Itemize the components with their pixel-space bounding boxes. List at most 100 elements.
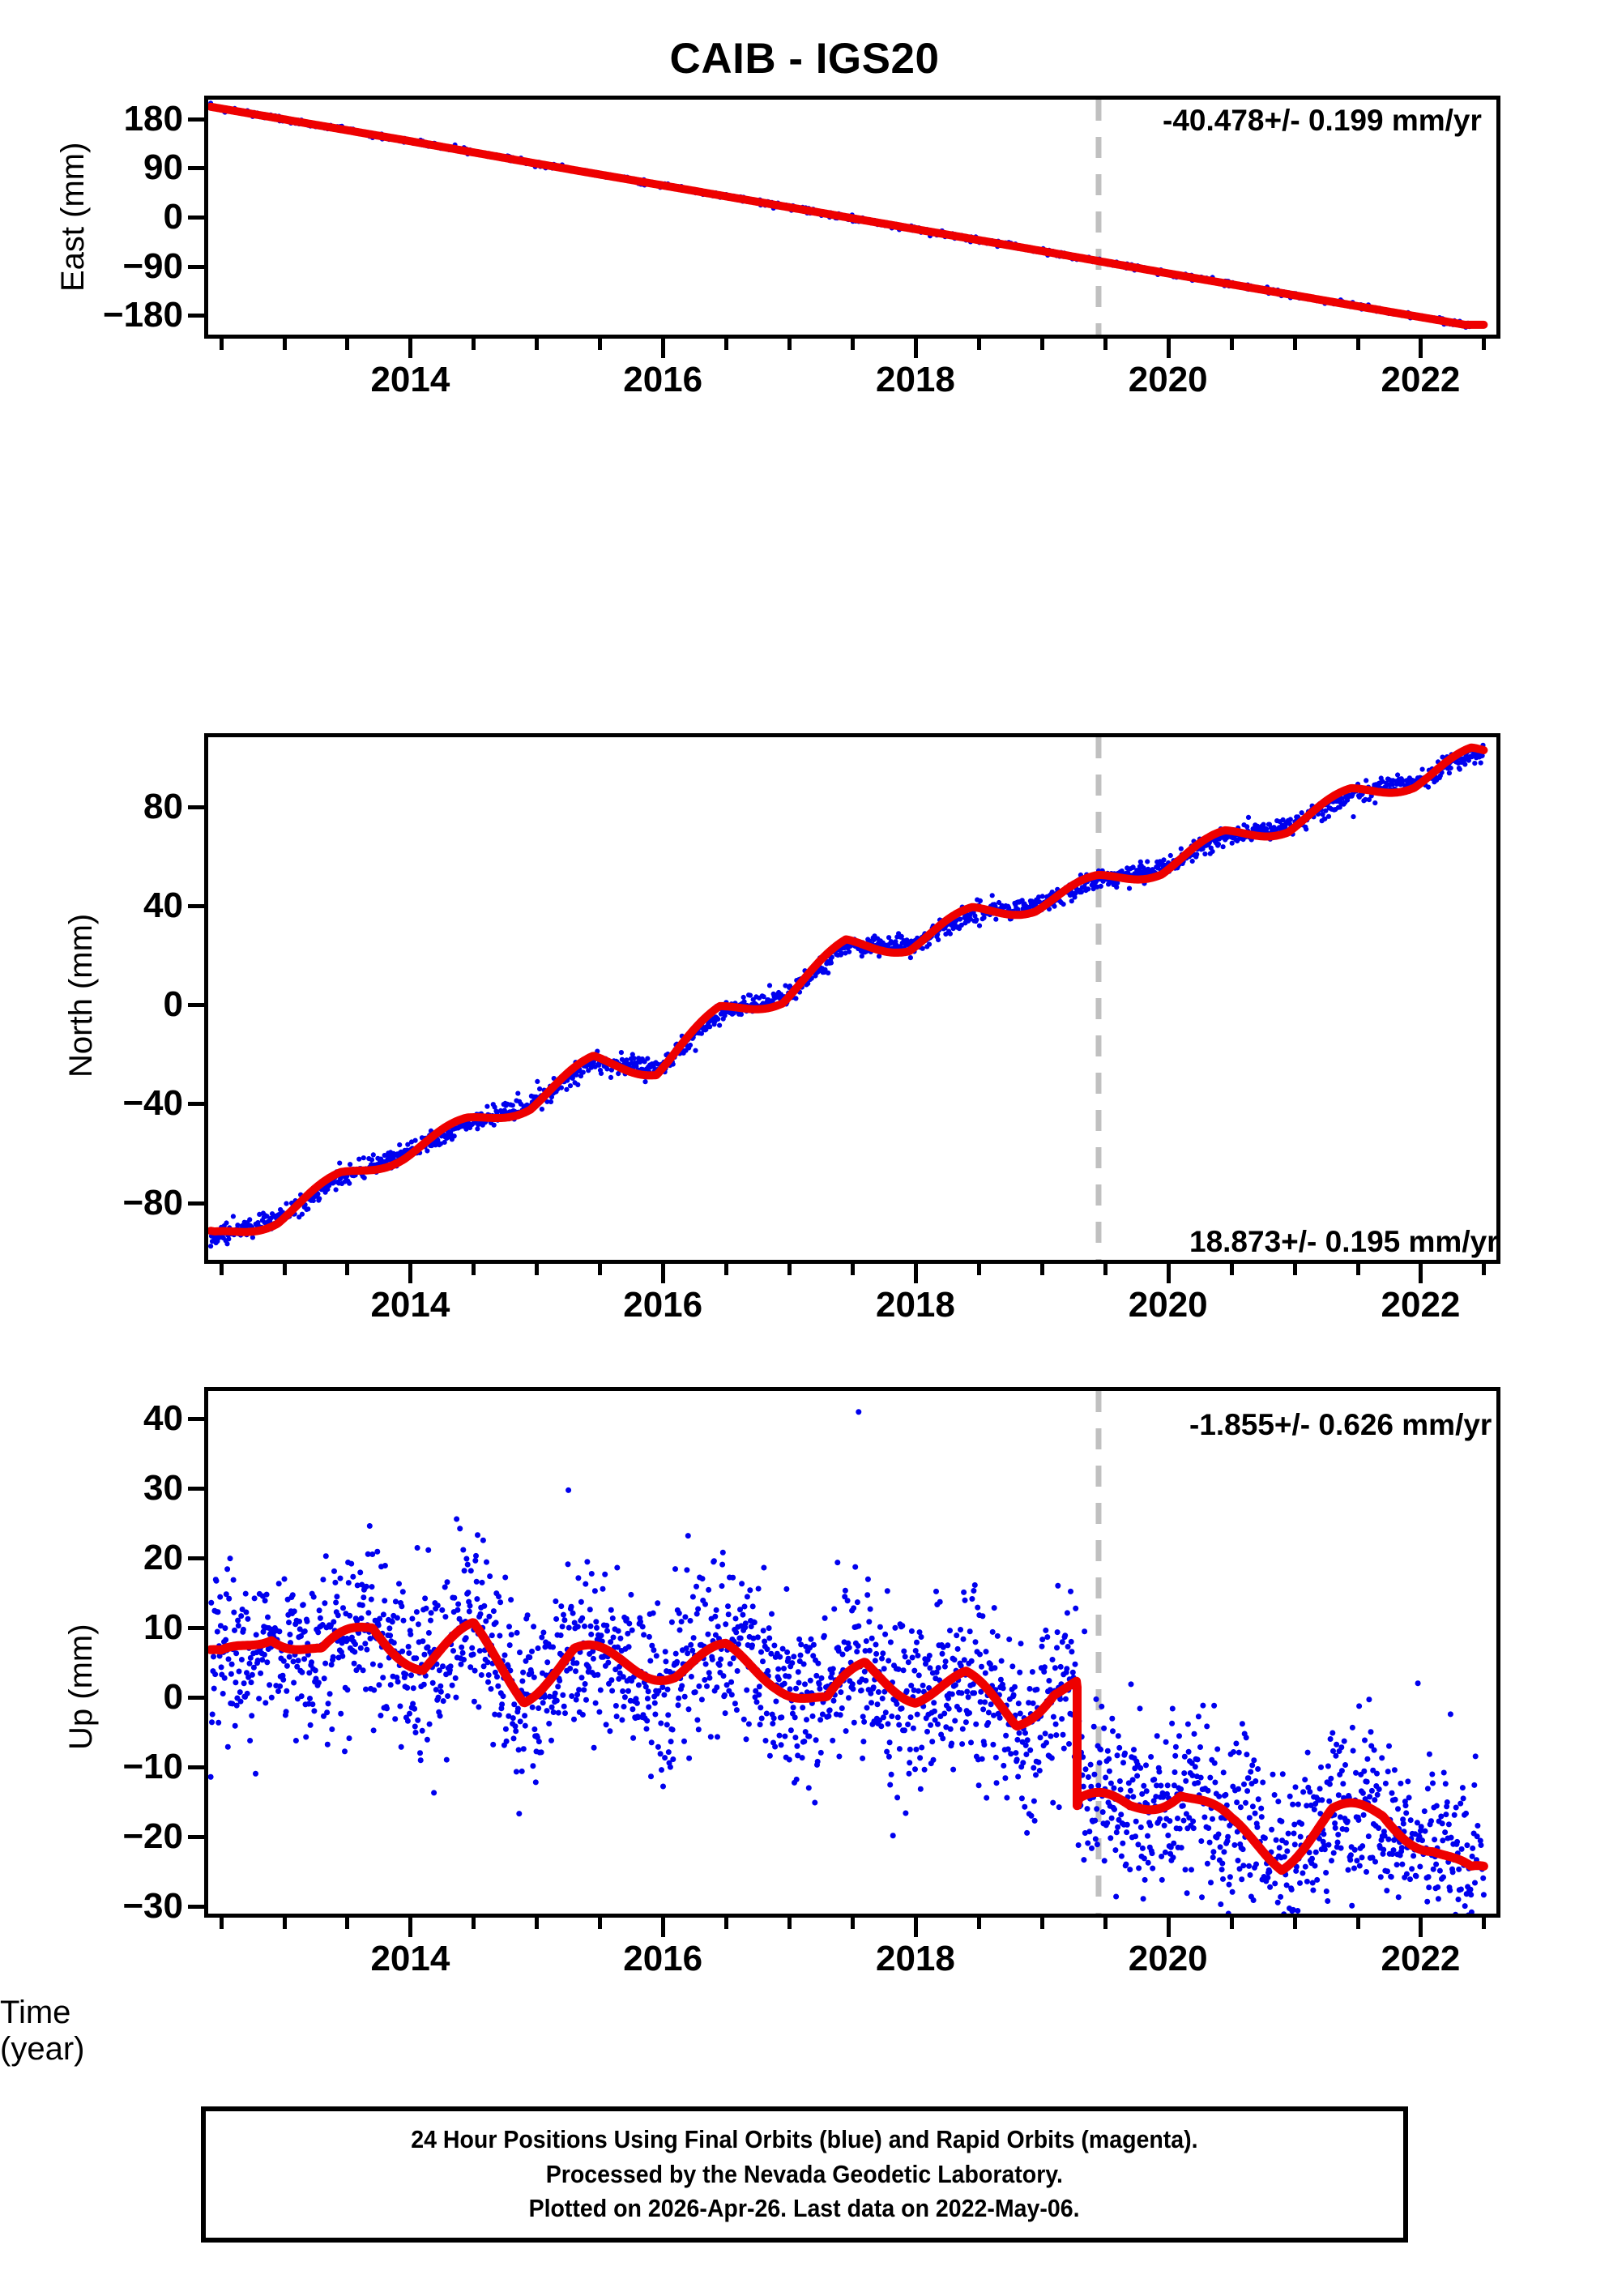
y-tick-mark [188, 1487, 204, 1492]
x-tick-mark [1166, 339, 1171, 358]
x-tick-mark [408, 1918, 413, 1937]
x-tick-label-up-0: 2014 [370, 1939, 450, 1978]
x-minor-tick-mark [598, 1264, 603, 1275]
y-tick-mark [188, 1417, 204, 1422]
y-tick-label-up-5: −10 [122, 1747, 183, 1787]
x-minor-tick-mark [1355, 1918, 1360, 1929]
trend-line-up [208, 1618, 1488, 1876]
y-tick-mark [188, 1003, 204, 1008]
y-tick-mark [188, 216, 204, 220]
x-minor-tick-mark [1229, 1264, 1234, 1275]
plot-frame-east [204, 96, 1500, 339]
y-tick-mark [188, 1696, 204, 1701]
x-tick-mark [408, 339, 413, 358]
x-tick-label-east-3: 2020 [1128, 360, 1208, 399]
y-tick-label-north-1: 40 [143, 885, 183, 925]
x-minor-tick-mark [787, 339, 792, 350]
y-axis-label-up: Up (mm) [63, 1624, 99, 1750]
x-minor-tick-mark [472, 1264, 476, 1275]
x-tick-mark [913, 1264, 918, 1283]
x-tick-mark [1419, 1918, 1423, 1937]
rate-annotation-east: -40.478+/- 0.199 mm/yr [1163, 104, 1482, 137]
x-minor-tick-mark [1482, 1918, 1487, 1929]
x-minor-tick-mark [472, 1918, 476, 1929]
data-points-north [208, 742, 1487, 1249]
x-minor-tick-mark [345, 339, 350, 350]
y-tick-mark [188, 166, 204, 171]
x-tick-label-up-4: 2022 [1381, 1939, 1461, 1978]
y-tick-mark [188, 117, 204, 122]
y-tick-mark [188, 804, 204, 809]
x-minor-tick-mark [535, 1264, 540, 1275]
footer-caption-box: 24 Hour Positions Using Final Orbits (bl… [201, 2106, 1408, 2243]
x-tick-mark [661, 339, 666, 358]
x-tick-label-north-3: 2020 [1128, 1285, 1208, 1325]
y-tick-label-north-2: 0 [163, 984, 183, 1025]
rate-annotation-up: -1.855+/- 0.626 mm/yr [1189, 1408, 1492, 1441]
x-tick-label-north-2: 2018 [875, 1285, 955, 1325]
x-minor-tick-mark [1229, 1918, 1234, 1929]
y-tick-label-east-0: 180 [123, 98, 183, 139]
x-tick-mark [1166, 1264, 1171, 1283]
y-tick-label-up-0: 40 [143, 1398, 183, 1439]
plot-area-up [208, 1391, 1488, 1914]
y-tick-label-east-1: 90 [143, 147, 183, 188]
x-minor-tick-mark [282, 339, 287, 350]
y-tick-label-north-4: −80 [122, 1182, 183, 1223]
x-minor-tick-mark [851, 1264, 855, 1275]
x-tick-label-east-4: 2022 [1381, 360, 1461, 399]
x-minor-tick-mark [724, 1264, 729, 1275]
x-minor-tick-mark [1039, 1918, 1044, 1929]
x-minor-tick-mark [535, 339, 540, 350]
y-tick-mark [188, 1905, 204, 1910]
footer-line-1: 24 Hour Positions Using Final Orbits (bl… [411, 2124, 1198, 2153]
x-minor-tick-mark [976, 339, 981, 350]
y-tick-label-up-4: 0 [163, 1677, 183, 1718]
x-minor-tick-mark [1039, 339, 1044, 350]
x-minor-tick-mark [345, 1918, 350, 1929]
y-tick-label-up-7: −30 [122, 1886, 183, 1927]
x-minor-tick-mark [976, 1918, 981, 1929]
trend-line-north [208, 743, 1488, 1236]
plot-frame-up [204, 1387, 1500, 1918]
x-minor-tick-mark [1355, 1264, 1360, 1275]
y-tick-mark [188, 1835, 204, 1840]
y-tick-label-up-6: −20 [122, 1816, 183, 1857]
x-minor-tick-mark [598, 1918, 603, 1929]
x-tick-mark [408, 1264, 413, 1283]
x-tick-label-up-3: 2020 [1128, 1939, 1208, 1978]
y-tick-label-up-1: 30 [143, 1468, 183, 1509]
plot-area-east [208, 100, 1488, 335]
y-tick-mark [188, 264, 204, 269]
x-minor-tick-mark [1103, 1918, 1108, 1929]
x-minor-tick-mark [1292, 339, 1297, 350]
y-tick-label-up-2: 20 [143, 1538, 183, 1578]
x-minor-tick-mark [282, 1264, 287, 1275]
x-tick-label-north-0: 2014 [370, 1285, 450, 1325]
x-tick-mark [913, 339, 918, 358]
rate-annotation-north: 18.873+/- 0.195 mm/yr [1189, 1225, 1499, 1258]
y-tick-label-north-3: −40 [122, 1083, 183, 1124]
y-tick-mark [188, 1201, 204, 1206]
y-axis-label-north: North (mm) [63, 913, 99, 1078]
x-tick-label-north-1: 2016 [623, 1285, 703, 1325]
x-minor-tick-mark [219, 339, 224, 350]
x-minor-tick-mark [219, 1264, 224, 1275]
y-tick-label-up-3: 10 [143, 1607, 183, 1648]
x-tick-label-north-4: 2022 [1381, 1285, 1461, 1325]
x-tick-label-east-0: 2014 [370, 360, 450, 399]
trend-line-east [208, 102, 1488, 329]
y-tick-label-east-2: 0 [163, 197, 183, 237]
x-minor-tick-mark [1292, 1918, 1297, 1929]
data-points-up [208, 1409, 1487, 1914]
y-tick-label-north-0: 80 [143, 786, 183, 826]
x-tick-label-east-2: 2018 [875, 360, 955, 399]
x-minor-tick-mark [1039, 1264, 1044, 1275]
y-tick-mark [188, 1102, 204, 1107]
x-minor-tick-mark [598, 339, 603, 350]
x-minor-tick-mark [1229, 339, 1234, 350]
x-minor-tick-mark [1103, 339, 1108, 350]
x-minor-tick-mark [472, 339, 476, 350]
x-minor-tick-mark [851, 1918, 855, 1929]
